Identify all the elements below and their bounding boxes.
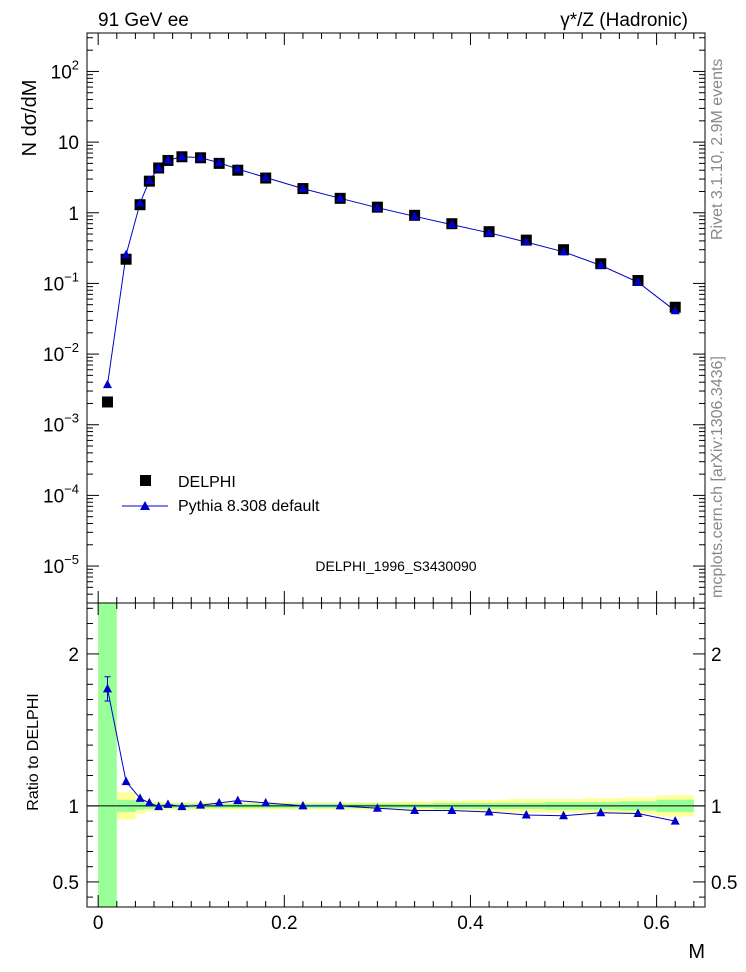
pythia-point (154, 163, 164, 172)
ratio-point (177, 801, 187, 811)
delphi-point (101, 396, 113, 408)
pythia-point (596, 260, 606, 269)
ratio-point (447, 805, 457, 814)
ratio-point (163, 799, 173, 808)
header-left: 91 GeV ee (98, 10, 189, 31)
ratio-point (261, 797, 271, 807)
ratio-uncertainty-bands (87, 603, 705, 907)
ratio-y-axis-label: Ratio to DELPHI (25, 693, 42, 810)
pythia-point (335, 193, 345, 202)
pythia-point (261, 172, 271, 181)
main-y-tick-label: 10−3 (43, 411, 79, 437)
ratio-point (670, 816, 680, 825)
ratio-point (633, 808, 643, 818)
ratio-point (335, 800, 345, 810)
mcplots-label: mcplots.cern.ch [arXiv:1306.3436] (709, 356, 726, 598)
x-tick-label: 0.2 (271, 913, 297, 934)
ratio-point (521, 810, 531, 819)
legend-marker-delphi (140, 475, 151, 486)
x-tick-label: 0 (93, 913, 104, 934)
rivet-label: Rivet 3.1.10, 2.9M events (709, 59, 726, 240)
ratio-point (559, 810, 569, 820)
ratio-line (107, 688, 676, 822)
pythia-point (144, 175, 154, 185)
pythia-point (102, 379, 112, 389)
main-y-axis-label: N dσ/dM (19, 80, 41, 157)
ratio-y-tick-label-right: 0.5 (711, 873, 737, 894)
ratio-y-tick-label: 1 (68, 797, 79, 818)
ratio-panel: 2 2 1 1 0.5 0.5 0 0.2 0.4 0.6 Ratio to DELPHI M (25, 602, 737, 963)
ratio-frame (86, 602, 706, 908)
main-y-tick-label: 10−5 (43, 552, 79, 578)
delphi-point (120, 253, 132, 265)
pythia-line (107, 156, 676, 385)
ratio-point (144, 797, 154, 807)
main-y-tick-label: 102 (51, 57, 79, 83)
main-panel: DELPHI_1996_S3430090 DELPHI Pythia 8.308… (19, 32, 706, 604)
pythia-point (447, 219, 457, 229)
ratio-point (196, 800, 206, 809)
pythia-point (163, 155, 173, 164)
pythia-point (177, 151, 187, 161)
legend: DELPHI Pythia 8.308 default (122, 474, 320, 515)
ratio-point (298, 800, 308, 810)
pythia-point (135, 198, 145, 207)
pythia-point (121, 249, 131, 259)
ratio-y-tick-label-right: 2 (711, 645, 722, 666)
pythia-point (298, 183, 308, 193)
ratio-data-marks (102, 676, 680, 825)
main-y-tick-label: 1 (68, 204, 79, 225)
ratio-point (121, 776, 131, 786)
pythia-point (670, 305, 680, 315)
pythia-point (633, 277, 643, 286)
ratio-point (410, 805, 420, 814)
ratio-y-tick-label: 2 (68, 645, 79, 666)
ratio-point (102, 683, 112, 693)
ratio-point (484, 807, 494, 816)
pythia-point (214, 157, 224, 167)
pythia-point (410, 211, 420, 220)
x-axis-label: M (688, 941, 705, 963)
ratio-point (154, 801, 164, 811)
watermark: DELPHI_1996_S3430090 (315, 558, 476, 574)
ratio-green-band (98, 603, 117, 907)
header-right: γ*/Z (Hadronic) (560, 10, 688, 31)
pythia-point (559, 246, 569, 256)
main-data-marks (101, 151, 681, 408)
x-tick-label: 0.6 (643, 913, 669, 934)
main-y-tick-label: 10−1 (43, 269, 79, 295)
ratio-point (372, 803, 382, 812)
ratio-point (135, 793, 145, 802)
legend-marker-pythia (140, 501, 150, 510)
ratio-point (233, 795, 243, 805)
ratio-y-tick-label-right: 1 (711, 797, 722, 818)
ratio-point (596, 807, 606, 817)
pythia-point (372, 202, 382, 212)
pythia-point (233, 164, 243, 173)
legend-label-pythia: Pythia 8.308 default (178, 498, 320, 515)
ratio-point (214, 797, 224, 807)
pythia-point (521, 237, 531, 246)
legend-label-delphi: DELPHI (178, 474, 236, 491)
main-y-tick-label: 10−4 (43, 481, 79, 507)
main-y-tick-label: 10 (58, 133, 79, 154)
pythia-point (484, 227, 494, 237)
ratio-y-tick-label: 0.5 (53, 873, 79, 894)
x-tick-label: 0.4 (457, 913, 484, 934)
pythia-point (196, 152, 206, 162)
main-frame (86, 32, 706, 604)
main-y-tick-label: 10−2 (43, 340, 79, 366)
